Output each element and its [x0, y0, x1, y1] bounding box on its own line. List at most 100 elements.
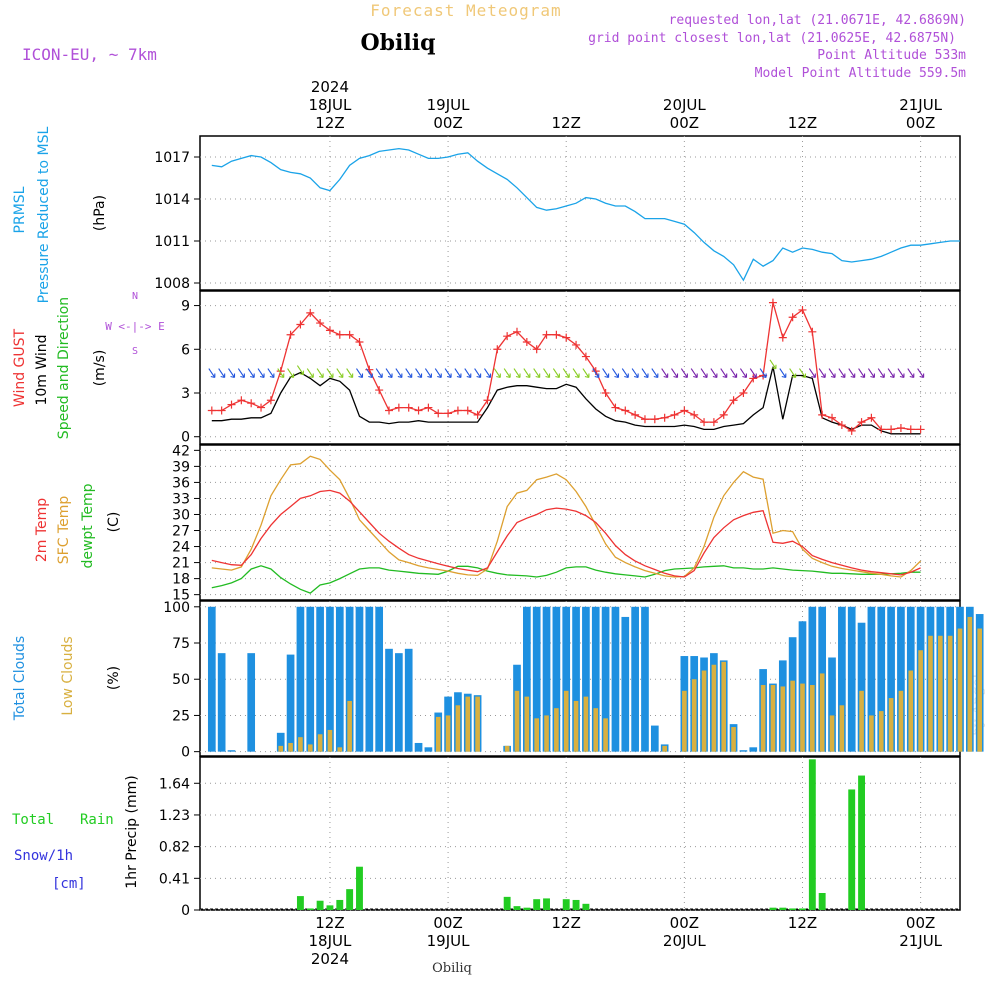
gust-point [296, 320, 305, 329]
total-cloud-bar [808, 606, 817, 752]
ytick-label: 36 [172, 475, 190, 491]
total-cloud-bar [611, 606, 620, 752]
gust-point [621, 406, 630, 415]
gust-point [837, 421, 846, 430]
low-clouds-label: Low Clouds [60, 636, 76, 715]
low-cloud-bar [967, 616, 973, 752]
panel-frame-2 [199, 444, 961, 601]
gust-point [700, 418, 709, 427]
low-cloud-bar [524, 696, 530, 752]
wind-direction-arrow [474, 368, 482, 379]
ytick-label: 0 [181, 430, 190, 446]
gust-point [385, 406, 394, 415]
panel-frame-1 [199, 290, 961, 445]
wind-direction-arrow [828, 368, 836, 379]
wind-direction-arrow [523, 368, 531, 379]
wind-direction-arrow [779, 368, 787, 379]
gust-point [768, 298, 777, 307]
wind-direction-arrow [621, 368, 629, 379]
gust-point [306, 308, 315, 317]
wind-direction-arrow [257, 368, 265, 379]
model-altitude: Model Point Altitude 559.5m [755, 66, 966, 81]
total-cloud-bar [532, 606, 541, 752]
pressure-labels: PRMSL Pressure Reduced to MSL (hPa) [12, 126, 108, 303]
point-altitude: Point Altitude 533m [817, 48, 966, 63]
prmsl-label: PRMSL [12, 186, 28, 233]
time-label-top: 12Z [315, 114, 344, 132]
total-cloud-bar [207, 606, 216, 752]
gust-label: Wind GUST [12, 328, 28, 407]
total-cloud-bar [867, 606, 876, 752]
gust-point [650, 415, 659, 424]
total-cloud-bar [296, 606, 305, 752]
wind-direction-arrow [424, 368, 432, 379]
wind-direction-arrow [720, 368, 728, 379]
low-cloud-bar [977, 628, 982, 752]
wind-direction-arrow [484, 368, 492, 379]
low-cloud-bar [869, 715, 874, 752]
gust-point [729, 396, 738, 405]
wind-direction-arrow [503, 368, 511, 379]
low-cloud-bar [465, 696, 471, 752]
total-cloud-bar [650, 725, 659, 752]
time-label-top: 12Z [788, 114, 817, 132]
dewpoint-line [211, 565, 921, 594]
wind-direction-arrow [464, 368, 472, 379]
total-cloud-bar [749, 747, 758, 752]
wind-direction-arrow [218, 368, 226, 379]
time-label-bottom: 2024 [311, 950, 349, 968]
gust-point [257, 403, 266, 412]
snow-label: Snow/1h [14, 848, 73, 864]
low-cloud-bar [455, 705, 461, 752]
total-cloud-bar [828, 657, 836, 752]
low-cloud-bar [947, 635, 953, 752]
precip-bar [326, 905, 334, 910]
low-cloud-bar [859, 690, 864, 752]
wind-direction-arrow [700, 368, 708, 379]
wind-direction-arrow [661, 368, 669, 379]
ytick-label: 39 [172, 459, 190, 475]
total-cloud-bar [355, 606, 364, 752]
low-cloud-bar [898, 690, 904, 752]
temp-labels: 2m Temp SFC Temp dewpt Temp (C) [34, 483, 122, 568]
low-cloud-bar [938, 635, 943, 752]
time-label-top: 12Z [552, 114, 581, 132]
gust-point [562, 333, 571, 342]
gust-point [266, 396, 275, 405]
gust-point [404, 403, 413, 412]
low-cloud-bar [337, 747, 343, 752]
wind-direction-arrow [818, 368, 826, 379]
wind-direction-arrow [730, 368, 738, 379]
low-cloud-bar [780, 686, 786, 752]
total-cloud-bar [326, 606, 334, 752]
ytick-label: 1014 [154, 192, 190, 208]
gust-point [542, 330, 551, 339]
chart-title: Forecast Meteogram [370, 1, 561, 20]
wind-labels: Wind GUST 10m Wind Speed and Direction (… [12, 291, 165, 439]
wind-direction-arrow [651, 368, 659, 379]
total-cloud-bar [582, 606, 590, 752]
low-cloud-bar [888, 698, 894, 752]
gust-point [601, 389, 610, 397]
time-label-bottom: 21JUL [899, 932, 942, 950]
wind-direction-arrow [543, 368, 551, 379]
2m-temp-line [211, 489, 921, 578]
time-label-bottom: 20JUL [663, 932, 706, 950]
low-cloud-bar [829, 715, 835, 752]
grid-coords: grid point closest lon,lat (21.0625E, 42… [588, 31, 956, 46]
total-cloud-bar [404, 648, 413, 752]
location-title: Obiliq [360, 30, 435, 56]
gust-point [690, 410, 699, 419]
wind-direction-arrow [287, 368, 295, 379]
precip-bar [356, 866, 363, 910]
low-cloud-bar [573, 700, 579, 752]
gust-point [788, 313, 797, 322]
gust-point [532, 345, 541, 354]
gust-point [808, 327, 817, 336]
total-cloud-bar [523, 606, 531, 752]
low-cloud-bar [307, 744, 313, 752]
panel-frame-4 [199, 756, 961, 911]
gust-point [572, 340, 581, 349]
low-cloud-bar [711, 664, 717, 752]
total-cloud-bar [552, 606, 561, 752]
